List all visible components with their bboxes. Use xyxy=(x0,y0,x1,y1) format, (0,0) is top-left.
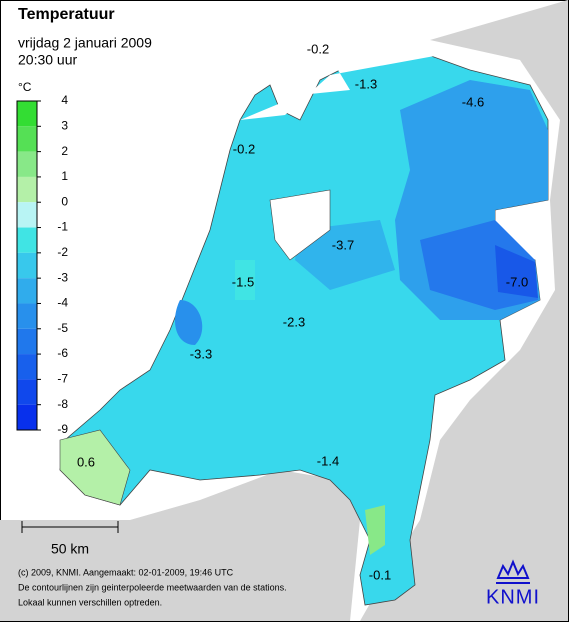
logo: KNMI xyxy=(486,559,540,608)
ijsselmeer xyxy=(269,189,331,261)
cold-pocket xyxy=(175,300,203,345)
temperature-label: -3.3 xyxy=(190,346,212,361)
temperature-label: -2.3 xyxy=(283,314,305,329)
temperature-label: -1.5 xyxy=(232,274,254,289)
temperature-label: 0.6 xyxy=(77,454,95,469)
legend-tick-label: -6 xyxy=(57,346,68,360)
legend-tick-label: -2 xyxy=(57,245,68,259)
legend-band xyxy=(17,126,37,152)
legend-band xyxy=(17,176,37,203)
zeeland-warm xyxy=(59,429,131,506)
unit: °C xyxy=(18,80,32,94)
legend-band xyxy=(17,202,37,228)
legend-tick-label: 4 xyxy=(61,93,68,107)
legend-tick-label: -1 xyxy=(57,220,68,234)
crown xyxy=(496,559,530,579)
temperature-label: -1.4 xyxy=(317,453,339,468)
temperature-label: -0.1 xyxy=(369,567,391,582)
temperature-label: -3.7 xyxy=(332,237,354,252)
belgium xyxy=(0,470,360,621)
legend-tick-label: -5 xyxy=(57,321,68,335)
scale-label: 50 km xyxy=(51,541,89,557)
legend-band xyxy=(17,278,37,304)
map-labels: -0.2 -1.3 -4.6 -0.2 -3.7 -1.5 -7.0 -2.3 -3.3 -1.4… xyxy=(77,41,528,582)
legend-band xyxy=(17,227,37,253)
logo-text: KNMI xyxy=(486,586,540,608)
time: 20:30 uur xyxy=(18,52,77,68)
temperature-label: -0.2 xyxy=(307,41,329,56)
legend-band xyxy=(17,328,37,355)
legend-tick-label: -9 xyxy=(57,422,68,436)
legend-band xyxy=(17,101,37,127)
legend-tick-label: 1 xyxy=(61,169,68,183)
coldest-core xyxy=(495,245,538,298)
germany xyxy=(360,0,568,621)
waddenzee xyxy=(240,40,440,120)
temperature-label: -4.6 xyxy=(462,94,484,109)
legend-tick-label: -7 xyxy=(57,372,68,386)
legend-band xyxy=(17,379,37,405)
title: Temperatuur xyxy=(18,6,115,23)
limburg-warm xyxy=(365,505,385,555)
temperature-label: -0.2 xyxy=(233,141,255,156)
footer-line: De contourlijnen zijn geinterpoleerde me… xyxy=(18,582,287,592)
legend-tick-label: -4 xyxy=(57,296,68,310)
legend-tick-label: 3 xyxy=(61,118,68,132)
date: vrijdag 2 januari 2009 xyxy=(18,35,152,51)
legend-band xyxy=(17,354,37,380)
legend-band xyxy=(17,404,37,430)
legend-tick-label: -3 xyxy=(57,270,68,284)
legend-tick-label: 0 xyxy=(61,194,68,208)
temperature-label: -1.3 xyxy=(355,76,377,91)
temperature-label: -7.0 xyxy=(506,274,528,289)
legend-band xyxy=(17,303,37,329)
legend-border xyxy=(16,100,38,431)
footer-line: Lokaal kunnen verschillen optreden. xyxy=(18,597,162,607)
legend-band xyxy=(17,151,37,177)
legend: 4 3 2 1 0 -1 -2 -3 -4 -5 -6 -7 -8 -9 xyxy=(16,93,68,436)
legend-tick-label: 2 xyxy=(61,144,68,158)
footer-line: (c) 2009, KNMI. Aangemaakt: 02-01-2009, … xyxy=(18,567,234,577)
warm-pocket xyxy=(235,260,255,300)
legend-tick-label: -8 xyxy=(57,397,68,411)
legend-band xyxy=(17,252,37,279)
